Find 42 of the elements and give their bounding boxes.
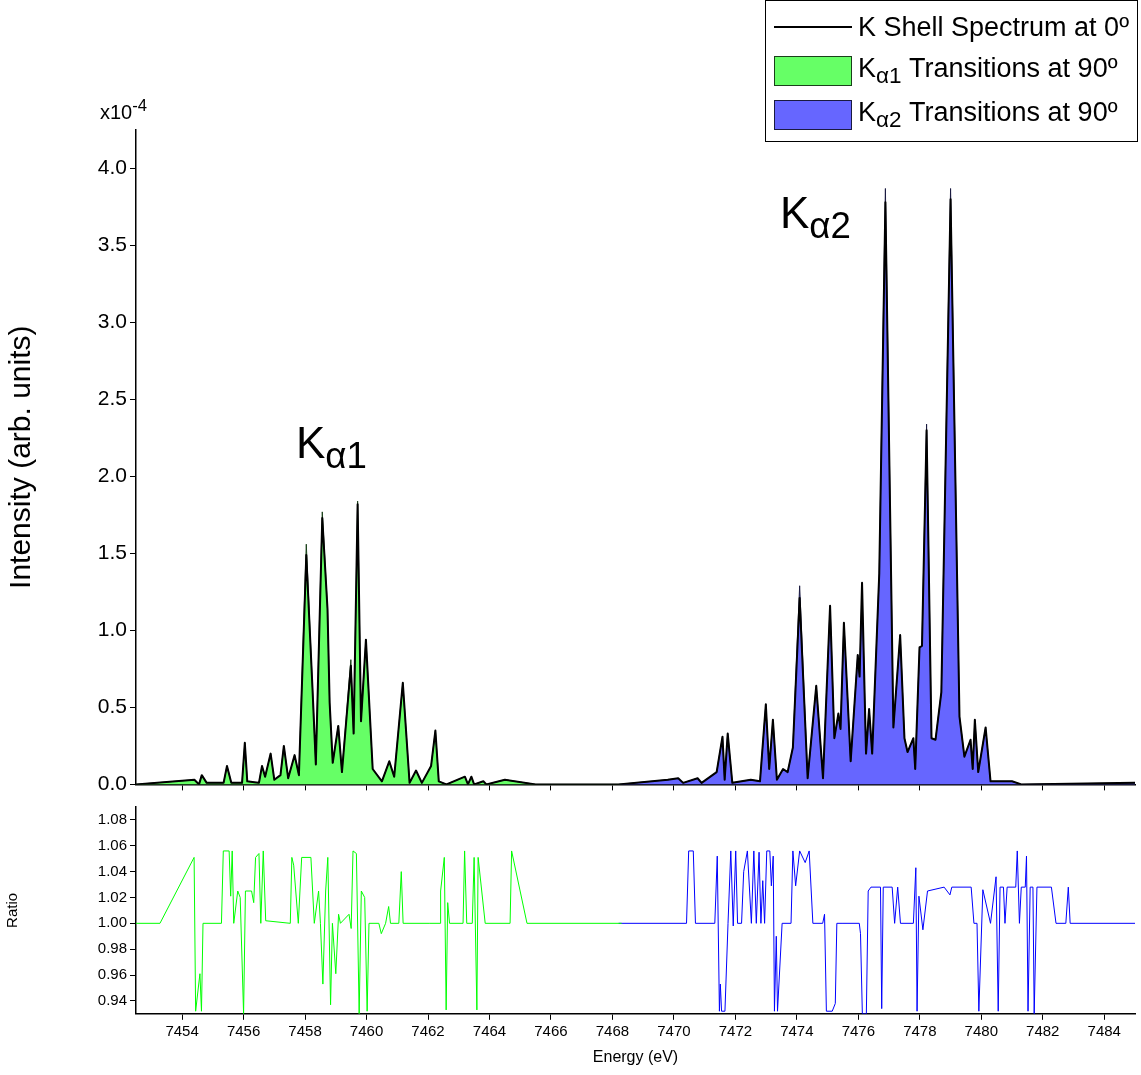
y-tick-label: 1.06: [97, 835, 127, 853]
x-tick-label: 7478: [903, 1021, 937, 1039]
x-tick-label: 7482: [1026, 1021, 1060, 1039]
y-tick-label: 1.08: [97, 810, 127, 828]
y-tick-label: 1.5: [97, 540, 127, 564]
x-tick-label: 7480: [964, 1021, 998, 1039]
y-tick-label: 1.02: [97, 887, 127, 905]
y-tick-label: 3.5: [97, 232, 127, 256]
y-tick-label: 0.96: [97, 965, 127, 983]
y-tick-label: 1.00: [97, 913, 127, 931]
y-tick-label: 3.0: [97, 309, 127, 333]
y-tick-label: 0.0: [97, 771, 127, 795]
y-tick-label: 1.04: [97, 861, 127, 879]
x-tick-label: 7470: [657, 1021, 691, 1039]
x-axis-title: Energy (eV): [592, 1047, 679, 1065]
y-tick-label: 2.0: [97, 463, 127, 487]
x-tick-label: 7474: [780, 1021, 814, 1039]
annotation: K$_{α1}$: [296, 418, 367, 477]
x-tick-label: 7472: [718, 1021, 753, 1039]
y-tick-label: 1.0: [97, 617, 127, 641]
legend-label: K$_{α1}$ Transitions at 90º: [858, 52, 1118, 88]
annotation: K$_{α2}$: [780, 188, 851, 247]
x-tick-label: 7460: [349, 1021, 384, 1039]
x-tick-label: 7454: [165, 1021, 199, 1039]
y-tick-label: 4.0: [97, 155, 127, 179]
x-tick-label: 7476: [841, 1021, 876, 1039]
y-axis-title: Ratio: [3, 892, 21, 928]
x-tick-label: 7456: [226, 1021, 261, 1039]
x-tick-label: 7462: [411, 1021, 445, 1039]
x-tick-label: 7458: [288, 1021, 322, 1039]
y-tick-label: 0.98: [97, 939, 127, 957]
legend-label: K Shell Spectrum at 0º: [858, 11, 1129, 42]
text: x10$^{-4}$: [100, 96, 148, 124]
x-tick-label: 7466: [534, 1021, 568, 1039]
y-tick-label: 0.5: [97, 694, 127, 718]
x-tick-label: 7468: [595, 1021, 630, 1039]
legend-label: K$_{α2}$ Transitions at 90º: [858, 96, 1118, 132]
y-tick-label: 2.5: [97, 386, 127, 410]
x-tick-label: 7484: [1087, 1021, 1121, 1039]
x-tick-label: 7464: [472, 1021, 507, 1039]
y-tick-label: 0.94: [97, 991, 127, 1009]
y-axis-title: Intensity (arb. units): [3, 325, 37, 589]
